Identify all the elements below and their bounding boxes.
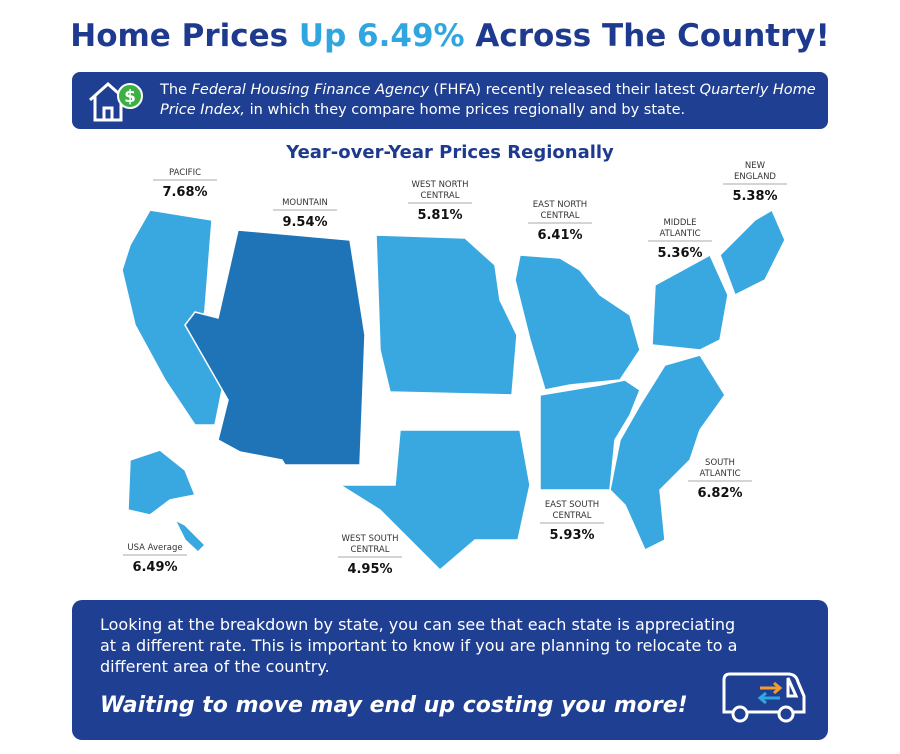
region-label: CENTRAL [553,511,592,521]
region-label: ATLANTIC [699,469,740,479]
footer-box [72,600,828,740]
region-value: 5.81% [417,208,462,223]
region-value: 6.41% [537,228,582,243]
middle-atlantic-shape [651,253,729,351]
region-value: 5.36% [657,246,702,261]
region-label: NEW [745,161,766,171]
title: Home Prices Up 6.49% Across The Country! [0,18,900,54]
region-label: EAST NORTH [533,200,587,210]
region-value: 4.95% [347,562,392,577]
alaska-shape [127,449,197,516]
title-part: Home Prices [70,18,289,54]
region-label: ATLANTIC [659,229,700,239]
map-heading: Year-over-Year Prices Regionally [285,142,614,163]
esc-shape [539,379,641,491]
region-label: CENTRAL [541,211,580,221]
region-label: USA Average [127,543,182,553]
region-label: EAST SOUTH [545,500,599,510]
intro-bar [72,72,828,129]
region-value: 5.38% [732,189,777,204]
intro-part: Federal Housing Finance Agency [191,82,429,98]
region-label: WEST SOUTH [342,534,399,544]
map: Year-over-Year Prices Regionally PACIFIC… [121,142,787,577]
region-label: WEST NORTH [412,180,469,190]
van-icon [722,672,806,723]
region-value: 6.49% [132,560,177,575]
intro-text: The Federal Housing Finance Agency (FHFA… [160,80,820,120]
region-label: CENTRAL [351,545,390,555]
region-label: PACIFIC [169,168,201,178]
region-value: 6.82% [697,486,742,501]
region-value: 5.93% [549,528,594,543]
south-atlantic-shape [609,354,726,552]
region-label: MOUNTAIN [282,198,328,208]
title-highlight: Up 6.49% [298,18,465,54]
intro-part: (FHFA) recently released their latest [428,82,700,98]
svg-text:$: $ [124,87,136,107]
enc-shape [514,254,641,391]
title-part: Across The Country! [475,18,830,54]
region-label: CENTRAL [421,191,460,201]
wsc-shape [337,429,531,572]
region-label: ENGLAND [734,172,776,182]
mountain-shape [184,229,366,466]
tagline: Waiting to move may end up costing you m… [100,693,688,718]
new-england-shape [719,208,786,297]
hawaii-shape [173,518,207,554]
region-value: 9.54% [282,215,327,230]
pacific-shape [121,209,226,426]
intro-part: in which they compare home prices region… [245,102,686,118]
footer-text: Looking at the breakdown by state, you c… [100,615,738,676]
region-label: MIDDLE [663,218,696,228]
wnc-shape [375,234,518,396]
house-icon: $ [89,81,143,122]
region-label: SOUTH [705,458,735,468]
map-shapes [121,208,786,572]
region-value: 7.68% [162,185,207,200]
intro-part: Quarterly Home Price Index, [160,82,816,118]
intro-part: The [160,82,192,98]
